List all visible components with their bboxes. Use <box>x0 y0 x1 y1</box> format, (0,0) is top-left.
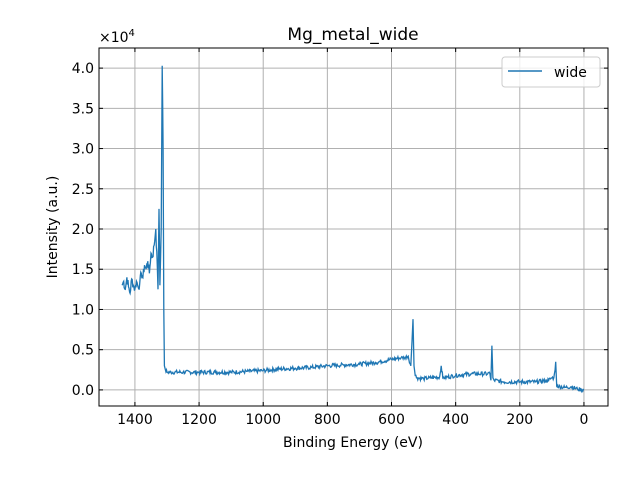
ticks: 1400 1200 1000 800 600 400 200 0 0.0 0.5 1.0 1.5 2.0… <box>72 48 608 428</box>
legend: wide <box>501 56 601 88</box>
y-tick-label: 1.5 <box>72 262 94 278</box>
x-tick-label: 1400 <box>117 412 153 428</box>
series-layer <box>121 65 585 394</box>
x-tick-label: 600 <box>378 412 405 428</box>
y-tick-label: 1.0 <box>72 302 94 318</box>
legend-box <box>501 56 601 88</box>
x-axis-label: Binding Energy (eV) <box>283 435 423 451</box>
y-axis-label: Intensity (a.u.) <box>45 176 61 279</box>
plot-frame <box>98 47 609 407</box>
y-tick-label: 2.5 <box>72 182 94 198</box>
y-tick-label: 3.0 <box>72 142 94 158</box>
y-tick-label: 0.5 <box>72 343 94 359</box>
legend-label-wide: wide <box>554 65 587 81</box>
y-tick-label: 3.5 <box>72 101 94 117</box>
x-tick-label: 1200 <box>181 412 217 428</box>
y-tick-label: 2.0 <box>72 222 94 238</box>
y-scale-label: ×104 <box>99 28 135 46</box>
series-line-wide <box>121 65 585 394</box>
x-tick-label: 400 <box>442 412 469 428</box>
x-tick-label: 0 <box>579 412 588 428</box>
chart-title: Mg_metal_wide <box>287 25 418 45</box>
x-tick-label: 1000 <box>245 412 281 428</box>
y-tick-label: 0.0 <box>72 383 94 399</box>
x-tick-label: 200 <box>506 412 533 428</box>
x-tick-label: 800 <box>314 412 341 428</box>
y-tick-label: 4.0 <box>72 61 94 77</box>
grid <box>99 48 608 406</box>
